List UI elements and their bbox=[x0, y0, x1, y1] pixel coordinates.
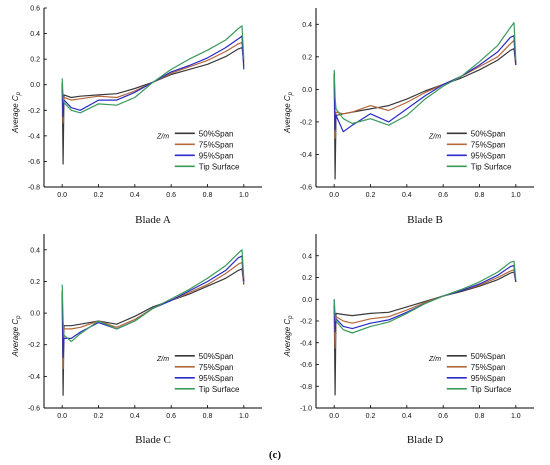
y-tick-label: -0.4 bbox=[28, 133, 40, 140]
legend-label: 50%Span bbox=[199, 129, 234, 138]
legend-label: 95%Span bbox=[471, 374, 506, 383]
y-tick-label: -0.8 bbox=[28, 185, 40, 192]
chart-panel-1: -0.8 -0.6 -0.4 -0.2 0.0 0.2 0.4 0.6 0.0 0.2 0.4 0.6… bbox=[11, 6, 262, 226]
legend-label: 95%Span bbox=[199, 374, 234, 383]
series-line-50span bbox=[61, 46, 245, 165]
y-tick-label: -0.2 bbox=[300, 319, 312, 326]
y-tick-label: -0.6 bbox=[300, 185, 312, 192]
y-tick-label: 0.2 bbox=[30, 57, 40, 64]
legend-label: 50%Span bbox=[199, 352, 234, 361]
legend-label: Tip Surface bbox=[199, 385, 240, 394]
panel-caption: Blade B bbox=[407, 214, 443, 226]
y-tick-label: -0.4 bbox=[28, 374, 40, 381]
y-tick-label: -0.6 bbox=[28, 159, 40, 166]
y-tick-label: 0.0 bbox=[30, 82, 40, 89]
legend-label: 95%Span bbox=[199, 151, 234, 160]
y-tick-label: 0.2 bbox=[302, 54, 312, 61]
legend-label: 75%Span bbox=[199, 140, 234, 149]
series-line-75span bbox=[61, 261, 245, 370]
legend-label: 95%Span bbox=[471, 151, 506, 160]
series-line-tipsurface bbox=[61, 25, 245, 114]
series-line-50span bbox=[333, 271, 517, 396]
series-line-95span bbox=[333, 35, 517, 133]
y-tick-label: 0.4 bbox=[30, 31, 40, 38]
x-tick-label: 0.4 bbox=[130, 192, 140, 199]
y-tick-label: 0.2 bbox=[30, 279, 40, 286]
series-line-75span bbox=[333, 39, 517, 139]
x-tick-label: 1.0 bbox=[511, 192, 521, 199]
chart-panel-4: -1.0 -0.8 -0.6 -0.4 -0.2 0.0 0.2 0.4 0.0 0.2 0.4 0.… bbox=[283, 234, 534, 446]
legend-label: Tip Surface bbox=[471, 385, 512, 394]
series-line-95span bbox=[61, 35, 245, 118]
x-axis-label: Z/m bbox=[156, 134, 169, 141]
x-tick-label: 0.8 bbox=[203, 192, 213, 199]
x-tick-label: 0.2 bbox=[94, 413, 104, 420]
x-tick-label: 0.6 bbox=[438, 413, 448, 420]
series-line-tipsurface bbox=[333, 22, 517, 126]
y-tick-label: -0.6 bbox=[28, 406, 40, 413]
chart-panel-3: -0.6 -0.4 -0.2 0.0 0.2 0.4 0.0 0.2 0.4 0.6 0.8 1.0 A… bbox=[11, 234, 262, 446]
x-tick-label: 0.0 bbox=[329, 192, 339, 199]
panel-caption: Blade D bbox=[407, 434, 443, 446]
x-tick-label: 0.2 bbox=[366, 413, 376, 420]
series-line-50span bbox=[61, 268, 245, 396]
x-tick-label: 0.8 bbox=[203, 413, 213, 420]
y-tick-label: 0.2 bbox=[302, 275, 312, 282]
y-tick-label: 0.6 bbox=[30, 6, 40, 13]
x-tick-label: 1.0 bbox=[239, 192, 249, 199]
x-tick-label: 0.0 bbox=[57, 192, 67, 199]
y-tick-label: -0.6 bbox=[300, 362, 312, 369]
panel-caption: Blade A bbox=[135, 214, 171, 226]
x-tick-label: 0.6 bbox=[438, 192, 448, 199]
x-tick-label: 0.2 bbox=[366, 192, 376, 199]
x-tick-label: 0.6 bbox=[166, 192, 176, 199]
y-tick-label: 0.0 bbox=[30, 311, 40, 318]
y-tick-label: -1.0 bbox=[300, 406, 312, 413]
y-tick-label: -0.2 bbox=[28, 342, 40, 349]
x-tick-label: 0.8 bbox=[475, 192, 485, 199]
legend-label: Tip Surface bbox=[199, 162, 240, 171]
x-tick-label: 0.0 bbox=[329, 413, 339, 420]
y-tick-label: -0.4 bbox=[300, 152, 312, 159]
x-axis-label: Z/m bbox=[156, 356, 169, 363]
y-axis-label: Average Cp bbox=[283, 315, 294, 358]
x-tick-label: 0.6 bbox=[166, 413, 176, 420]
series-line-95span bbox=[333, 264, 517, 333]
legend-label: 50%Span bbox=[471, 352, 506, 361]
series-line-tipsurface bbox=[61, 249, 245, 343]
x-axis-label: Z/m bbox=[428, 134, 441, 141]
y-tick-label: -0.4 bbox=[300, 340, 312, 347]
legend-label: Tip Surface bbox=[471, 162, 512, 171]
y-tick-label: -0.2 bbox=[300, 119, 312, 126]
y-axis-label: Average Cp bbox=[283, 91, 294, 134]
x-tick-label: 0.2 bbox=[94, 192, 104, 199]
y-tick-label: 0.0 bbox=[302, 87, 312, 94]
chart-panel-2: -0.6 -0.4 -0.2 0.0 0.2 0.4 0.0 0.2 0.4 0.6 0.8 1.0 A… bbox=[283, 8, 534, 226]
legend-label: 75%Span bbox=[199, 363, 234, 372]
legend-label: 75%Span bbox=[471, 363, 506, 372]
series-line-tipsurface bbox=[333, 260, 517, 334]
panel-caption: Blade C bbox=[135, 434, 171, 446]
y-axis-label: Average Cp bbox=[11, 91, 22, 134]
figure-label: (c) bbox=[269, 449, 282, 461]
x-tick-label: 0.4 bbox=[130, 413, 140, 420]
x-axis-label: Z/m bbox=[428, 356, 441, 363]
y-tick-label: 0.4 bbox=[302, 22, 312, 29]
y-tick-label: -0.8 bbox=[300, 384, 312, 391]
x-tick-label: 0.4 bbox=[402, 192, 412, 199]
series-line-75span bbox=[333, 269, 517, 349]
y-tick-label: 0.0 bbox=[302, 297, 312, 304]
y-tick-label: 0.4 bbox=[302, 253, 312, 260]
legend-label: 75%Span bbox=[471, 140, 506, 149]
x-tick-label: 1.0 bbox=[511, 413, 521, 420]
y-tick-label: 0.4 bbox=[30, 247, 40, 254]
y-axis-label: Average Cp bbox=[11, 315, 22, 358]
x-tick-label: 0.8 bbox=[475, 413, 485, 420]
legend-label: 50%Span bbox=[471, 129, 506, 138]
x-tick-label: 0.4 bbox=[402, 413, 412, 420]
x-tick-label: 0.0 bbox=[57, 413, 67, 420]
y-tick-label: -0.2 bbox=[28, 108, 40, 115]
x-tick-label: 1.0 bbox=[239, 413, 249, 420]
